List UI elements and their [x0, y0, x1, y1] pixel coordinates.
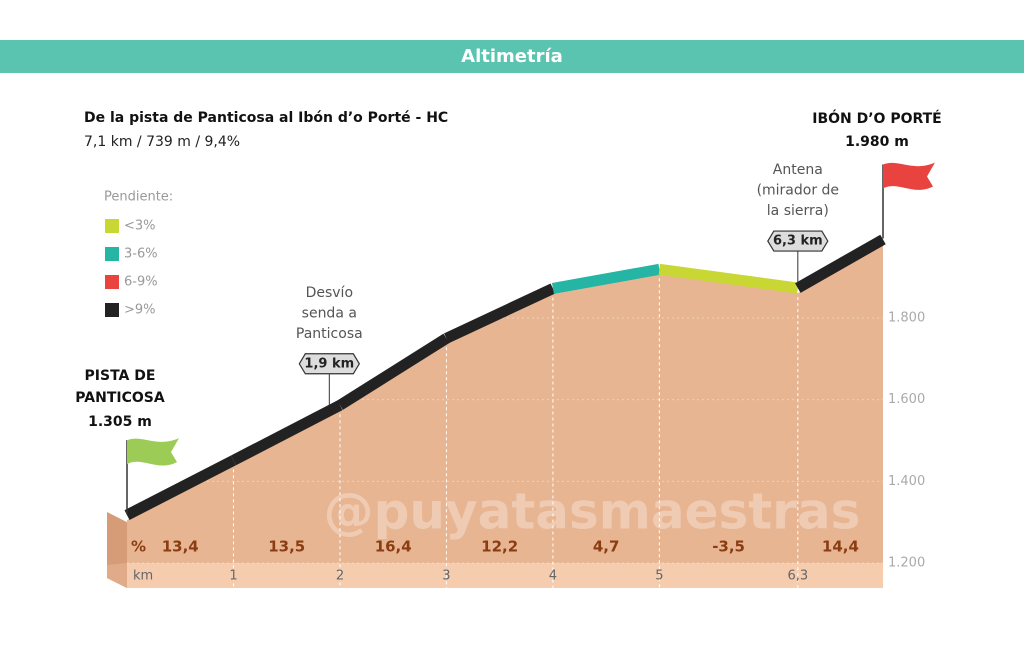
legend-label: 3-6% — [124, 247, 158, 262]
x-tick-label: 3 — [442, 569, 450, 584]
subtitle: De la pista de Panticosa al Ibón d’o Por… — [84, 110, 448, 126]
legend-swatch — [105, 247, 119, 261]
base-band — [127, 563, 883, 588]
slope-axis-label: % — [131, 538, 146, 556]
x-tick-label: 5 — [655, 569, 663, 584]
poi-text: Desvío — [306, 285, 353, 301]
y-tick-label: 1.600 — [888, 392, 925, 407]
flag — [883, 162, 935, 190]
x-tick-label: 2 — [336, 569, 344, 584]
title-bar — [0, 40, 1024, 73]
legend-swatch — [105, 219, 119, 233]
poi-label: 6,3 km — [773, 234, 823, 249]
end-elevation: 1.980 m — [845, 134, 909, 150]
poi-text: (mirador de — [757, 183, 839, 199]
slope-band — [337, 333, 450, 410]
watermark: @puyatasmaestras — [324, 483, 861, 541]
legend-title: Pendiente: — [104, 190, 173, 205]
slope-label: 12,2 — [481, 538, 518, 556]
x-tick-label: 6,3 — [787, 569, 808, 584]
base-side — [107, 563, 127, 588]
slope-band — [124, 455, 236, 521]
x-axis-label: km — [133, 569, 153, 584]
legend-swatch — [105, 303, 119, 317]
flag — [127, 438, 179, 466]
stats: 7,1 km / 739 m / 9,4% — [84, 134, 240, 150]
start-name: PISTA DE — [85, 368, 156, 384]
x-tick-label: 1 — [229, 569, 237, 584]
slope-band — [230, 400, 343, 466]
end-name: IBÓN D’O PORTÉ — [812, 109, 942, 127]
slope-label: 4,7 — [593, 538, 620, 556]
slope-band — [551, 263, 661, 294]
start-name: PANTICOSA — [75, 390, 165, 406]
chart-title: Altimetría — [461, 46, 563, 67]
slope-label: 13,5 — [268, 538, 305, 556]
poi-text: la sierra) — [767, 203, 829, 219]
slope-label: 14,4 — [822, 538, 859, 556]
slope-label: -3,5 — [712, 538, 745, 556]
x-tick-label: 4 — [549, 569, 557, 584]
poi-badge — [767, 230, 829, 252]
legend-label: 6-9% — [124, 275, 158, 290]
slope-band — [444, 283, 556, 344]
slope-label: 13,4 — [162, 538, 199, 556]
y-tick-label: 1.200 — [888, 556, 925, 571]
legend-label: >9% — [124, 303, 156, 318]
poi-label: 1,9 km — [304, 356, 354, 371]
legend-swatch — [105, 275, 119, 289]
poi-badge — [298, 353, 361, 375]
poi-text: Panticosa — [296, 326, 363, 342]
slope-band — [795, 234, 886, 293]
slope-band — [658, 263, 799, 294]
legend-label: <3% — [124, 219, 156, 234]
y-tick-label: 1.400 — [888, 474, 925, 489]
poi-text: senda a — [302, 305, 357, 321]
elevation-area — [127, 244, 883, 563]
poi-text: Antena — [773, 162, 823, 178]
y-tick-label: 1.800 — [888, 310, 925, 325]
slope-label: 16,4 — [375, 538, 412, 556]
start-elevation: 1.305 m — [88, 414, 152, 430]
